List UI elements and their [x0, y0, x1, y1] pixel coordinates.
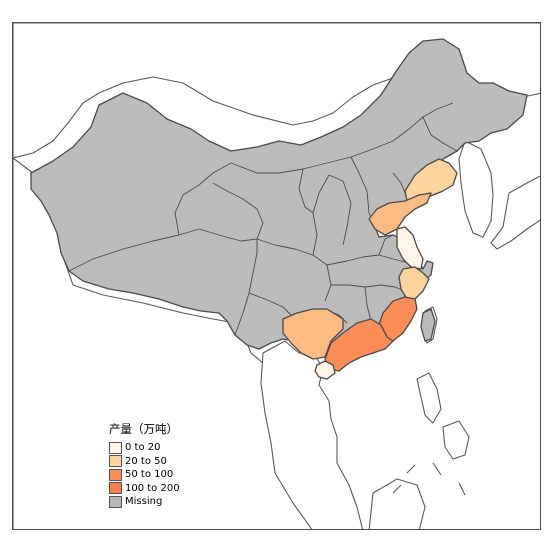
border-ningxia	[298, 168, 314, 214]
coastline-bohai	[392, 172, 406, 194]
map-frame: 产量（万吨） 0 to 20 20 to 50 50 to 100 100 to…	[12, 22, 541, 530]
legend-item-missing: Missing	[109, 495, 180, 509]
province-zhejiang	[398, 266, 430, 300]
province-shandong	[368, 192, 432, 236]
province-jiangsu	[396, 226, 424, 270]
legend-label-20-50: 20 to 50	[125, 455, 167, 467]
border-henan-hubei	[326, 254, 410, 266]
province-taiwan	[420, 308, 436, 342]
border-anhui	[378, 234, 394, 256]
legend-swatch-missing	[109, 495, 122, 508]
land-philippines	[416, 372, 442, 424]
province-hainan	[314, 360, 336, 380]
legend-label-100-200: 100 to 200	[125, 482, 180, 494]
border-shanxi	[328, 174, 352, 246]
legend-label-0-20: 0 to 20	[125, 442, 161, 454]
legend-swatch-100-200	[109, 482, 122, 495]
land-korea	[458, 140, 494, 238]
legend-swatch-50-100	[109, 468, 122, 481]
legend-swatch-0-20	[109, 441, 122, 454]
legend-item-100-200: 100 to 200	[109, 482, 180, 496]
legend-label-50-100: 50 to 100	[125, 469, 174, 481]
border-heilongjiang	[422, 116, 458, 152]
islands-southeast	[392, 462, 466, 496]
border-qinghai	[198, 182, 264, 242]
land-borneo	[368, 478, 426, 529]
border-hubei-hunan	[331, 284, 410, 294]
legend-item-0-20: 0 to 20	[109, 441, 180, 455]
border-inner-mongolia	[230, 102, 454, 174]
legend-item-20-50: 20 to 50	[109, 455, 180, 469]
legend: 产量（万吨） 0 to 20 20 to 50 50 to 100 100 to…	[109, 421, 180, 509]
legend-label-missing: Missing	[125, 496, 163, 508]
border-xinjiang-tibet	[68, 228, 200, 272]
border-xinjiang-gansu	[174, 162, 232, 236]
legend-swatch-20-50	[109, 455, 122, 468]
province-guangxi	[282, 308, 344, 360]
land-japan	[490, 175, 540, 250]
border-tibet-sichuan	[234, 239, 258, 336]
legend-item-50-100: 50 to 100	[109, 468, 180, 482]
legend-title: 产量（万吨）	[109, 422, 178, 436]
land-philippines-south	[442, 420, 470, 460]
china-province-map	[13, 23, 540, 529]
